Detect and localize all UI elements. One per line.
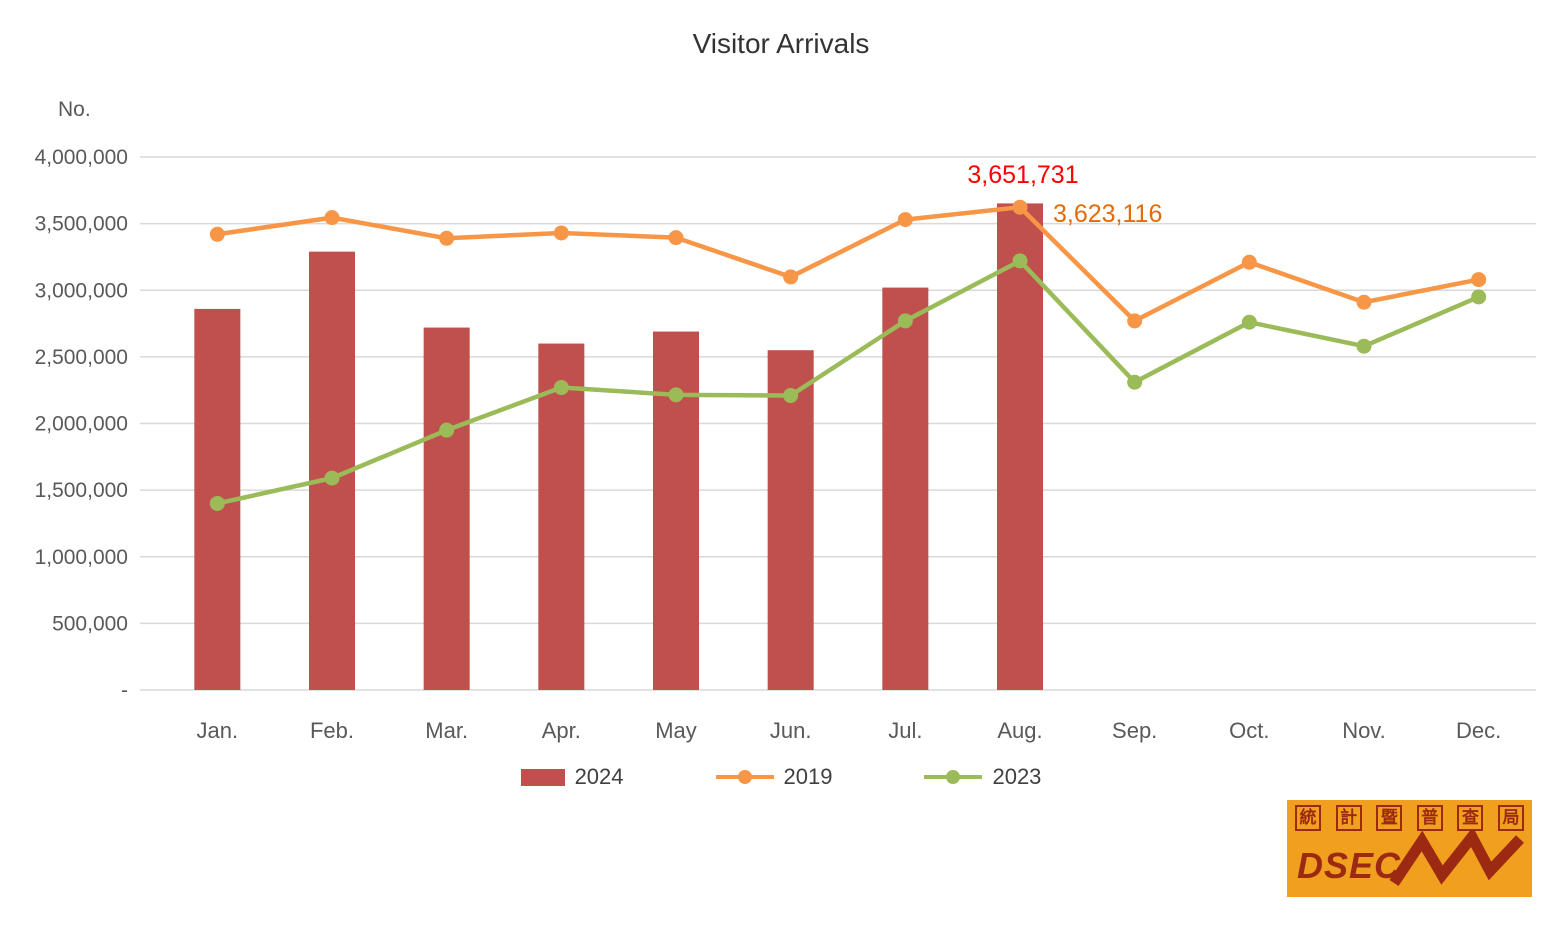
marker-2019 (324, 210, 340, 226)
dsec-logo-char: 暨 (1376, 805, 1403, 831)
bar-2024 (653, 331, 699, 690)
marker-2023 (1471, 289, 1487, 305)
x-tick-label: Nov. (1342, 718, 1386, 743)
dsec-logo-zigzag-icon (1389, 831, 1525, 887)
marker-2023 (897, 313, 913, 329)
x-tick-label: Dec. (1456, 718, 1501, 743)
bar-2024 (423, 327, 470, 690)
marker-2023 (209, 495, 225, 511)
bar-2024 (767, 350, 814, 690)
y-tick-label: - (121, 679, 128, 702)
x-tick-label: Jan. (197, 718, 239, 743)
marker-2019 (1471, 272, 1487, 288)
marker-2023 (1356, 338, 1372, 354)
marker-2019 (668, 230, 684, 246)
marker-2023 (324, 470, 340, 486)
dsec-logo-text: DSEC (1297, 845, 1402, 886)
x-tick-label: Mar. (425, 718, 468, 743)
x-tick-label: May (655, 718, 697, 743)
x-tick-label: Jun. (770, 718, 812, 743)
legend-item-2023: 2023 (924, 764, 1041, 790)
dsec-logo-char: 普 (1416, 805, 1443, 831)
legend-item-2024: 2024 (520, 764, 624, 790)
dsec-logo-char: 統 (1295, 805, 1321, 831)
marker-2019 (1012, 199, 1028, 215)
legend-line-swatch (715, 770, 774, 784)
chart-plot-area: - 500,000 1,000,000 1,500,000 2,000,000 2,500… (35, 146, 1536, 743)
line-2023 (216, 258, 1480, 506)
bar-2024 (997, 203, 1043, 690)
y-tick-label: 500,000 (52, 612, 128, 635)
chart-title: Visitor Arrivals (692, 28, 870, 59)
y-tick-label: 1,000,000 (35, 546, 128, 569)
dsec-logo-char: 局 (1497, 805, 1524, 831)
marker-2023 (439, 422, 455, 438)
y-tick-label: 2,000,000 (35, 413, 128, 436)
marker-2019 (553, 225, 569, 241)
dsec-logo: 統計暨普查局 DSEC (1287, 800, 1532, 897)
x-tick-label: Sep. (1112, 718, 1157, 743)
chart-legend: 2024 2019 2023 (0, 764, 1562, 790)
legend-label: 2024 (574, 764, 624, 789)
marker-2019 (1241, 254, 1257, 270)
legend-bar-swatch (520, 768, 565, 786)
marker-2019 (1356, 294, 1372, 310)
dsec-logo-char: 查 (1457, 805, 1484, 831)
x-tick-label: Apr. (542, 718, 581, 743)
y-tick-label: 3,000,000 (35, 279, 128, 302)
marker-2019 (1127, 313, 1143, 329)
marker-2023 (783, 388, 799, 404)
legend-label: 2019 (783, 764, 833, 789)
marker-2023 (1012, 253, 1028, 269)
data-label-annotation: 3,623,116 (1053, 200, 1162, 228)
x-tick-label: Oct. (1229, 718, 1269, 743)
dsec-logo-chinese-name: 統計暨普查局 (1295, 805, 1524, 831)
y-tick-label: 4,000,000 (35, 146, 128, 169)
y-tick-label: 2,500,000 (35, 346, 128, 369)
legend-line-marker-dot (737, 770, 752, 784)
y-tick-label: 3,500,000 (35, 213, 128, 236)
line-2019 (217, 204, 1480, 324)
bar-2024 (538, 343, 585, 690)
marker-2019 (209, 226, 225, 242)
dsec-logo-char: 計 (1335, 805, 1362, 831)
marker-2019 (897, 212, 913, 228)
bar-2024 (882, 287, 929, 690)
marker-2019 (439, 230, 455, 246)
marker-2023 (1127, 374, 1143, 390)
marker-2019 (783, 269, 799, 285)
marker-2023 (553, 380, 569, 396)
legend-line-marker-dot (946, 770, 961, 784)
legend-label: 2023 (992, 764, 1042, 789)
marker-2023 (1241, 314, 1257, 330)
x-tick-label: Feb. (310, 718, 354, 743)
y-axis-unit-label: No. (58, 98, 91, 121)
dsec-logo-bottom: DSEC (1295, 831, 1525, 889)
legend-item-2019: 2019 (715, 764, 833, 790)
x-tick-label: Jul. (888, 718, 922, 743)
x-tick-label: Aug. (997, 718, 1042, 743)
y-tick-label: 1,500,000 (35, 479, 128, 502)
data-label-annotation: 3,651,731 (967, 161, 1078, 189)
legend-line-swatch (924, 770, 983, 784)
marker-2023 (668, 387, 684, 403)
